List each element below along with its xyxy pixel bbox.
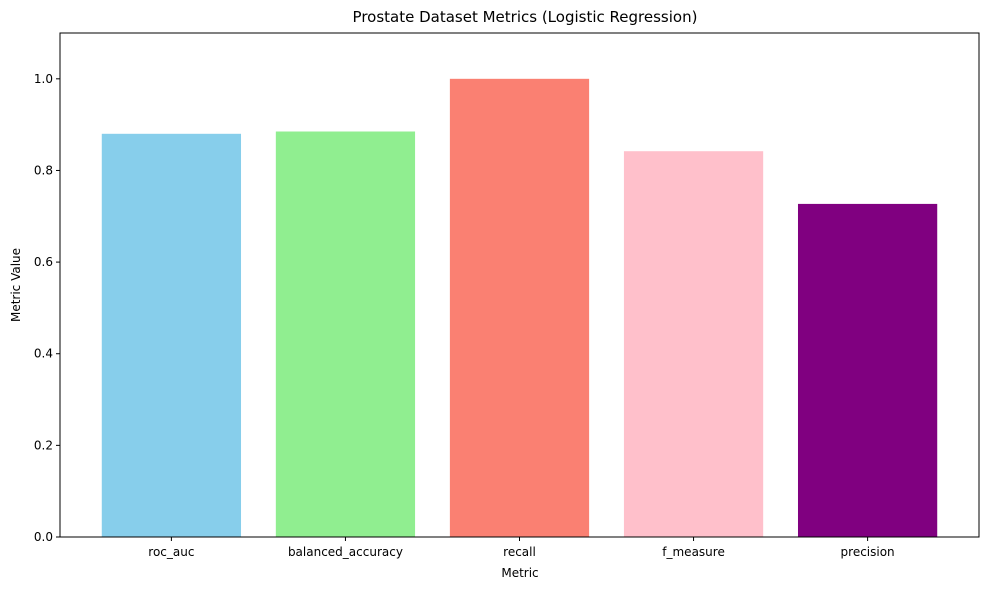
bars-group	[101, 78, 938, 538]
bar-balanced-accuracy	[275, 131, 416, 537]
plot-frame	[59, 32, 980, 538]
x-axis-ticks: roc_auc balanced_accuracy recall f_measure p…	[148, 537, 895, 559]
y-axis-label: Metric Value	[9, 248, 23, 322]
y-tick-label: 0.6	[34, 255, 53, 269]
chart-title: Prostate Dataset Metrics (Logistic Regre…	[353, 8, 698, 26]
y-tick-label: 0.8	[34, 163, 53, 177]
bar-recall	[449, 78, 590, 538]
bar-roc-auc	[101, 133, 242, 538]
y-tick-label: 0.2	[34, 438, 53, 452]
bar-precision	[797, 203, 938, 537]
y-tick-label: 1.0	[34, 72, 53, 86]
y-tick-label: 0.0	[34, 530, 53, 544]
x-tick-label: roc_auc	[148, 545, 194, 559]
x-tick-label: precision	[841, 545, 895, 559]
bar-f-measure	[623, 151, 764, 537]
y-tick-label: 0.4	[34, 347, 53, 361]
x-tick-label: balanced_accuracy	[288, 545, 403, 559]
y-axis-ticks: 0.0 0.2 0.4 0.6 0.8 1.0	[34, 72, 60, 544]
x-axis-label: Metric	[501, 566, 538, 580]
x-tick-label: recall	[503, 545, 536, 559]
x-tick-label: f_measure	[662, 545, 725, 559]
